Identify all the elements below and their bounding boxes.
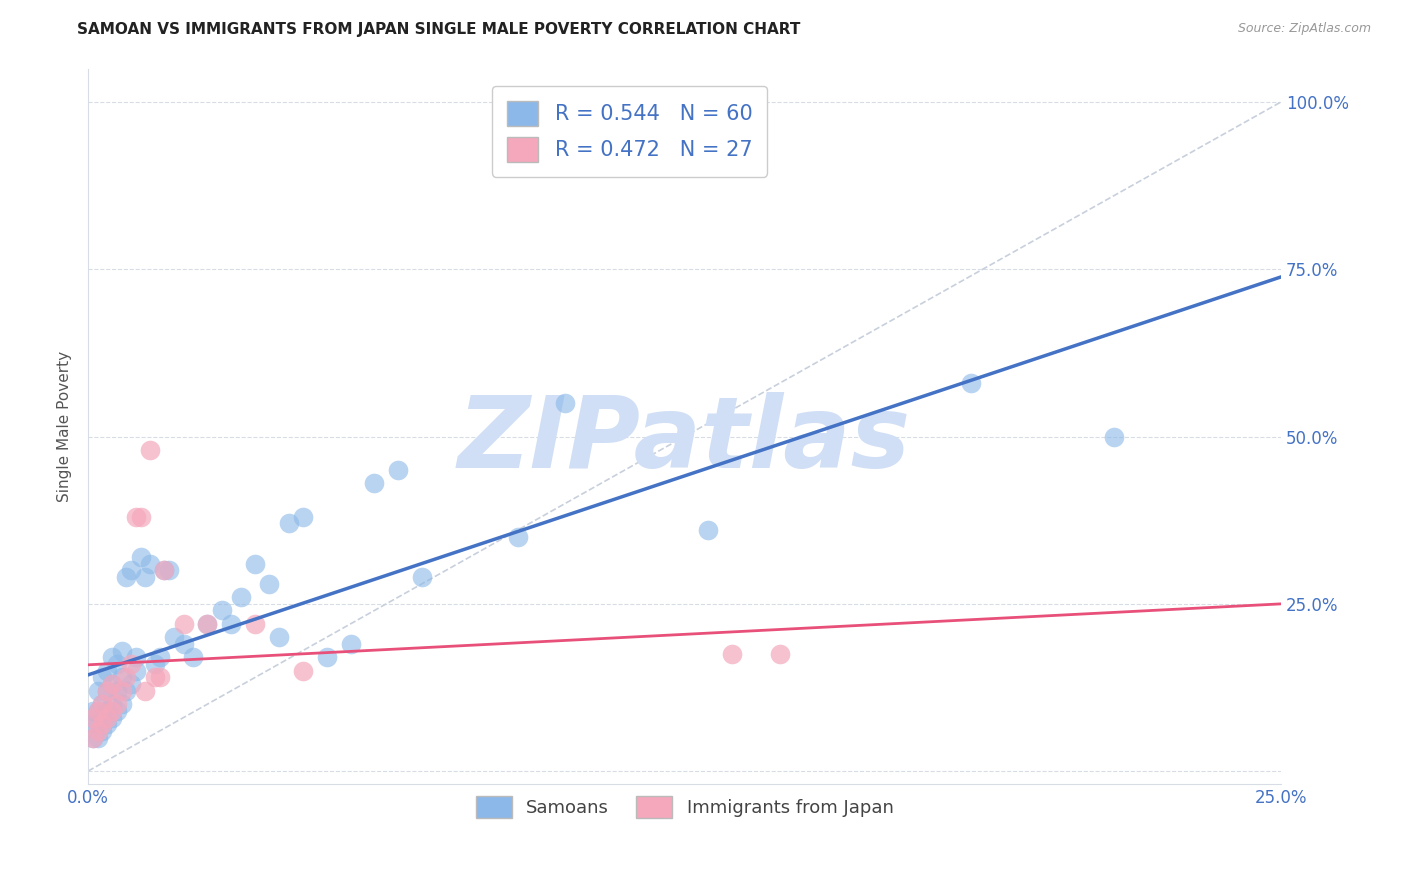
Point xyxy=(86,683,108,698)
Point xyxy=(139,442,162,457)
Point xyxy=(101,704,124,718)
Legend: Samoans, Immigrants from Japan: Samoans, Immigrants from Japan xyxy=(468,789,901,825)
Point xyxy=(101,650,124,665)
Point xyxy=(120,677,142,691)
Point xyxy=(96,717,118,731)
Point xyxy=(101,677,124,691)
Point xyxy=(101,697,124,711)
Point xyxy=(129,549,152,564)
Point xyxy=(315,650,337,665)
Point xyxy=(101,710,124,724)
Point xyxy=(173,616,195,631)
Text: SAMOAN VS IMMIGRANTS FROM JAPAN SINGLE MALE POVERTY CORRELATION CHART: SAMOAN VS IMMIGRANTS FROM JAPAN SINGLE M… xyxy=(77,22,800,37)
Point xyxy=(86,704,108,718)
Point xyxy=(139,557,162,571)
Point xyxy=(115,683,138,698)
Point xyxy=(157,563,180,577)
Text: ZIPatlas: ZIPatlas xyxy=(458,392,911,490)
Point xyxy=(86,731,108,745)
Point xyxy=(229,590,252,604)
Point xyxy=(153,563,176,577)
Point xyxy=(143,657,166,671)
Point xyxy=(387,463,409,477)
Point xyxy=(291,664,314,678)
Point xyxy=(197,616,219,631)
Point xyxy=(105,697,128,711)
Point xyxy=(105,683,128,698)
Point xyxy=(82,731,104,745)
Point xyxy=(554,396,576,410)
Point xyxy=(267,630,290,644)
Point xyxy=(149,650,172,665)
Point xyxy=(197,616,219,631)
Point xyxy=(110,670,132,684)
Point xyxy=(105,704,128,718)
Point xyxy=(91,723,114,738)
Point xyxy=(149,670,172,684)
Point xyxy=(125,509,148,524)
Point xyxy=(163,630,186,644)
Point xyxy=(120,657,142,671)
Point xyxy=(363,476,385,491)
Point xyxy=(211,603,233,617)
Point xyxy=(91,717,114,731)
Point xyxy=(115,670,138,684)
Point xyxy=(277,516,299,531)
Point xyxy=(339,637,361,651)
Point xyxy=(115,570,138,584)
Point xyxy=(96,683,118,698)
Point xyxy=(96,683,118,698)
Point xyxy=(82,704,104,718)
Y-axis label: Single Male Poverty: Single Male Poverty xyxy=(58,351,72,502)
Point xyxy=(101,677,124,691)
Point xyxy=(125,650,148,665)
Point xyxy=(697,523,720,537)
Point xyxy=(173,637,195,651)
Point xyxy=(411,570,433,584)
Point xyxy=(82,717,104,731)
Point xyxy=(91,710,114,724)
Point xyxy=(96,704,118,718)
Point xyxy=(125,664,148,678)
Point xyxy=(143,670,166,684)
Point xyxy=(506,530,529,544)
Point xyxy=(243,557,266,571)
Point xyxy=(91,697,114,711)
Point xyxy=(129,509,152,524)
Point xyxy=(959,376,981,390)
Point xyxy=(86,704,108,718)
Point xyxy=(153,563,176,577)
Point xyxy=(91,697,114,711)
Point xyxy=(120,563,142,577)
Point xyxy=(110,697,132,711)
Point xyxy=(769,647,792,661)
Point xyxy=(82,710,104,724)
Point xyxy=(86,723,108,738)
Point xyxy=(96,710,118,724)
Point xyxy=(91,670,114,684)
Point xyxy=(181,650,204,665)
Point xyxy=(1102,429,1125,443)
Point xyxy=(110,683,132,698)
Point xyxy=(110,643,132,657)
Text: Source: ZipAtlas.com: Source: ZipAtlas.com xyxy=(1237,22,1371,36)
Point xyxy=(86,717,108,731)
Point xyxy=(82,731,104,745)
Point xyxy=(221,616,243,631)
Point xyxy=(105,657,128,671)
Point xyxy=(291,509,314,524)
Point xyxy=(134,570,156,584)
Point xyxy=(134,683,156,698)
Point xyxy=(96,664,118,678)
Point xyxy=(721,647,744,661)
Point xyxy=(259,576,281,591)
Point xyxy=(243,616,266,631)
